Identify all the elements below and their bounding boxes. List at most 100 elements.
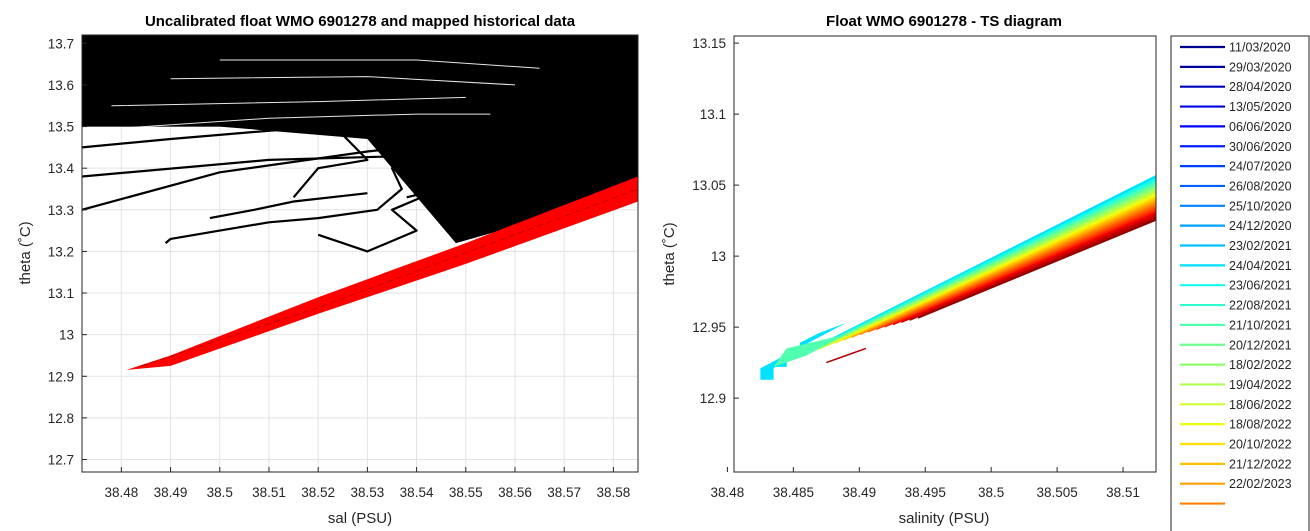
left-cloud-gap bbox=[219, 59, 540, 69]
left-historical-trace bbox=[82, 125, 589, 211]
left-historical-trace bbox=[82, 150, 540, 178]
ts-band-head bbox=[760, 322, 847, 380]
legend-label: 30/06/2020 bbox=[1229, 140, 1292, 154]
legend-entry: 22/02/2023 bbox=[1180, 477, 1292, 491]
left-float-dashed-line bbox=[140, 188, 638, 367]
left-y-axis-label: theta (˚C) bbox=[17, 221, 34, 284]
left-y-tick-label: 13.3 bbox=[48, 203, 74, 218]
left-y-ticks: 12.7 12.8 12.9 13 13.1 13.2 13.3 13.4 13.5 13.6 13… bbox=[48, 36, 87, 468]
left-chart: Uncalibrated float WMO 6901278 and mappe… bbox=[17, 13, 639, 527]
legend-label: 23/02/2021 bbox=[1229, 239, 1292, 253]
legend-label: 11/03/2020 bbox=[1229, 41, 1291, 55]
legend-label: 23/06/2021 bbox=[1229, 279, 1292, 293]
legend-entry: 23/06/2021 bbox=[1180, 279, 1292, 293]
legend-entry: 25/10/2020 bbox=[1180, 199, 1292, 213]
left-y-tick-label: 12.7 bbox=[48, 453, 74, 468]
legend-label: 18/02/2022 bbox=[1229, 358, 1292, 372]
right-y-axis-label: theta (˚C) bbox=[661, 222, 678, 285]
left-y-tick-label: 13 bbox=[59, 328, 74, 343]
legend-entry: 18/06/2022 bbox=[1180, 398, 1292, 412]
right-x-tick-label: 38.5 bbox=[978, 485, 1004, 500]
left-x-tick-label: 38.53 bbox=[350, 485, 384, 500]
legend-label: 18/08/2022 bbox=[1229, 418, 1292, 432]
legend-entry: 22/08/2021 bbox=[1180, 299, 1292, 313]
left-x-tick-label: 38.54 bbox=[400, 485, 434, 500]
left-cloud-gap bbox=[170, 76, 516, 86]
legend-entry: 24/12/2020 bbox=[1180, 219, 1292, 233]
legend-entry: 18/08/2022 bbox=[1180, 418, 1292, 432]
left-historical-cloud bbox=[82, 35, 638, 244]
right-data-layer bbox=[760, 174, 1156, 380]
legend-entry: 24/04/2021 bbox=[1180, 259, 1292, 273]
left-historical-trace bbox=[292, 125, 393, 199]
left-y-tick-label: 13.4 bbox=[48, 161, 75, 176]
legend-label: 29/03/2020 bbox=[1229, 60, 1292, 74]
right-x-tick-label: 38.48 bbox=[711, 485, 745, 500]
legend-entries: 11/03/2020 29/03/2020 28/04/2020 13/05/2020… bbox=[1180, 41, 1292, 505]
legend-label: 06/06/2020 bbox=[1229, 120, 1292, 134]
right-y-ticks: 12.9 12.95 13 13.05 13.1 13.15 bbox=[692, 36, 739, 406]
left-x-tick-label: 38.48 bbox=[104, 485, 138, 500]
legend-label: 26/08/2020 bbox=[1229, 179, 1292, 193]
ts-band-wisp bbox=[826, 347, 867, 364]
ts-profile-strip bbox=[760, 174, 1156, 375]
left-cloud-gap bbox=[82, 113, 491, 132]
left-historical-trace bbox=[164, 125, 442, 244]
legend-label: 24/12/2020 bbox=[1229, 219, 1292, 233]
legend-label: 18/06/2022 bbox=[1229, 398, 1292, 412]
legend-box bbox=[1170, 35, 1310, 531]
left-x-axis-label: sal (PSU) bbox=[328, 510, 392, 527]
legend-entry: 23/02/2021 bbox=[1180, 239, 1292, 253]
left-axes-box bbox=[81, 34, 639, 473]
legend-entry: 20/12/2021 bbox=[1180, 338, 1292, 352]
right-x-axis-label: salinity (PSU) bbox=[899, 510, 990, 527]
left-x-tick-label: 38.57 bbox=[547, 485, 581, 500]
ts-band-head-inner bbox=[773, 334, 847, 367]
left-historical-trace bbox=[82, 117, 466, 149]
left-y-tick-label: 13.5 bbox=[48, 120, 74, 135]
right-y-tick-label: 12.95 bbox=[692, 320, 726, 335]
legend-label: 24/07/2020 bbox=[1229, 160, 1292, 174]
right-x-tick-label: 38.51 bbox=[1106, 485, 1140, 500]
right-chart: Float WMO 6901278 - TS diagram 38.48 38.4… bbox=[661, 13, 1157, 527]
right-y-tick-label: 12.9 bbox=[700, 391, 726, 406]
left-historical-trace bbox=[209, 192, 368, 220]
left-y-tick-label: 13.7 bbox=[48, 36, 74, 51]
legend-label: 28/04/2020 bbox=[1229, 80, 1292, 94]
right-y-tick-label: 13.05 bbox=[692, 178, 726, 193]
legend-entry: 24/07/2020 bbox=[1180, 160, 1292, 174]
right-x-tick-label: 38.485 bbox=[773, 485, 814, 500]
legend-entry: 11/03/2020 bbox=[1180, 41, 1291, 55]
legend-label: 20/12/2021 bbox=[1229, 338, 1292, 352]
left-x-tick-label: 38.56 bbox=[498, 485, 532, 500]
legend-label: 25/10/2020 bbox=[1229, 199, 1292, 213]
left-cloud-gap bbox=[111, 96, 466, 107]
right-plot-area bbox=[734, 36, 1156, 472]
right-y-tick-label: 13 bbox=[711, 249, 726, 264]
right-x-tick-label: 38.505 bbox=[1036, 485, 1077, 500]
left-x-tick-label: 38.51 bbox=[252, 485, 286, 500]
legend-label: 21/12/2022 bbox=[1229, 457, 1292, 471]
legend-label: 22/08/2021 bbox=[1229, 299, 1292, 313]
legend-label: 24/04/2021 bbox=[1229, 259, 1292, 273]
left-x-ticks: 38.48 38.49 38.5 38.51 38.52 38.53 38.54 38.55 3… bbox=[104, 467, 630, 500]
legend-label: 20/10/2022 bbox=[1229, 438, 1292, 452]
right-y-tick-label: 13.15 bbox=[692, 36, 726, 51]
legend-entry: 29/03/2020 bbox=[1180, 60, 1292, 74]
left-x-tick-label: 38.55 bbox=[449, 485, 483, 500]
left-y-tick-label: 13.1 bbox=[48, 286, 74, 301]
left-chart-title: Uncalibrated float WMO 6901278 and mappe… bbox=[145, 13, 576, 30]
legend-entry: 28/04/2020 bbox=[1180, 80, 1292, 94]
legend-entry: 20/10/2022 bbox=[1180, 438, 1292, 452]
legend-entry: 30/06/2020 bbox=[1180, 140, 1292, 154]
left-x-tick-label: 38.5 bbox=[207, 485, 233, 500]
left-y-tick-label: 12.8 bbox=[48, 411, 74, 426]
left-data-layer bbox=[82, 35, 638, 370]
left-x-tick-label: 38.58 bbox=[596, 485, 630, 500]
right-x-tick-label: 38.49 bbox=[842, 485, 876, 500]
legend-entry: 13/05/2020 bbox=[1180, 100, 1292, 114]
left-y-tick-label: 13.2 bbox=[48, 244, 74, 259]
legend-entry: 26/08/2020 bbox=[1180, 179, 1292, 193]
right-y-tick-label: 13.1 bbox=[700, 107, 726, 122]
